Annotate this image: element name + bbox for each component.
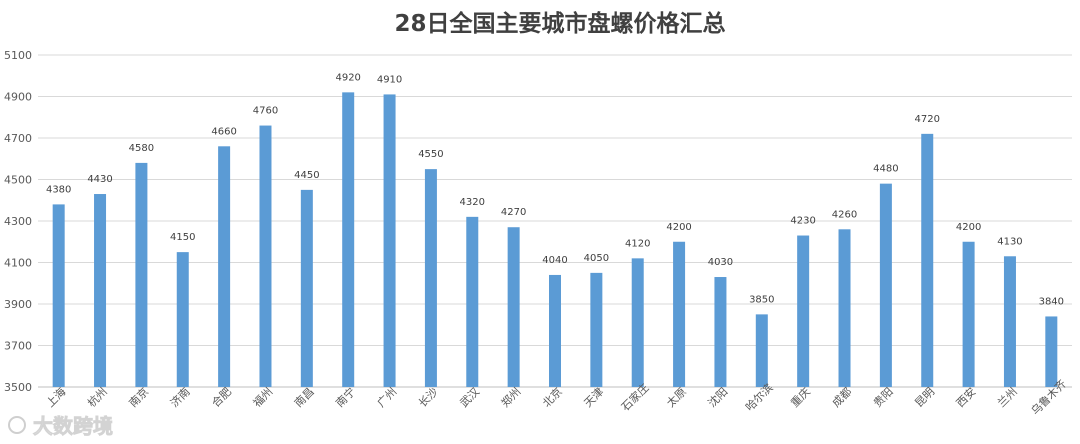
x-category-label: 广州 (375, 385, 400, 410)
y-axis-tick-labels: 3500 3700 3900 4100 4300 4500 4700 4900 5100 (4, 49, 32, 394)
bar (383, 94, 396, 388)
data-label: 4040 (542, 255, 567, 266)
data-label: 4050 (584, 253, 609, 264)
bar (797, 235, 810, 387)
x-category-label: 南宁 (333, 384, 358, 409)
watermark-text: 大数跨境 (33, 414, 113, 438)
x-category-label: 兰州 (995, 385, 1020, 410)
data-label: 4580 (129, 143, 154, 154)
x-category-label: 沈阳 (705, 384, 730, 409)
chart-title: 28日全国主要城市盘螺价格汇总 (394, 10, 725, 37)
bar (673, 241, 686, 387)
x-category-label: 合肥 (209, 384, 234, 409)
bar (549, 274, 561, 387)
bar (52, 204, 65, 387)
watermark-logo-icon (8, 416, 26, 434)
x-category-label: 成都 (830, 385, 855, 410)
x-category-label: 重庆 (788, 384, 813, 409)
y-tick-label: 3900 (4, 298, 32, 311)
data-label: 4270 (501, 207, 526, 218)
x-category-label: 济南 (167, 384, 192, 409)
x-category-label: 昆明 (912, 385, 937, 410)
watermark-logo: 大数跨境 (8, 414, 113, 438)
data-label: 4130 (997, 236, 1022, 247)
data-labels: 4380 4430 4580 4150 4660 4760 4450 4920 4910 4550… (46, 72, 1064, 307)
bar (342, 92, 355, 387)
data-label: 4550 (418, 149, 443, 160)
bar (1045, 316, 1058, 387)
data-label: 4430 (87, 174, 112, 185)
bar (466, 216, 479, 387)
y-tick-label: 5100 (4, 49, 32, 62)
bar (590, 272, 603, 387)
x-category-label: 贵阳 (871, 385, 896, 410)
bar (921, 133, 934, 387)
x-category-label: 长沙 (416, 385, 441, 410)
bar (176, 252, 189, 387)
y-tick-label: 4300 (4, 215, 32, 228)
data-label: 4200 (956, 222, 981, 233)
y-tick-label: 3500 (4, 381, 32, 394)
x-category-label: 郑州 (498, 384, 523, 409)
x-category-label: 天津 (582, 385, 607, 410)
bar (300, 189, 313, 387)
x-category-label: 杭州 (84, 384, 109, 409)
data-label: 4230 (790, 216, 815, 227)
x-category-label: 北京 (539, 384, 564, 409)
data-label: 4920 (335, 72, 360, 83)
gridlines (38, 54, 1072, 388)
data-label: 4120 (625, 238, 650, 249)
y-tick-label: 4100 (4, 257, 32, 270)
data-label: 4910 (377, 74, 402, 85)
data-label: 4720 (915, 114, 940, 125)
bar (507, 227, 520, 387)
data-label: 4200 (666, 222, 691, 233)
bar (135, 162, 148, 387)
bar (755, 314, 768, 387)
bar (259, 125, 272, 388)
bar (424, 169, 437, 387)
y-tick-label: 4900 (4, 91, 32, 104)
y-tick-label: 4500 (4, 174, 32, 187)
y-tick-label: 3700 (4, 340, 32, 353)
bar (714, 277, 727, 387)
bar (1003, 256, 1016, 387)
y-tick-label: 4700 (4, 132, 32, 145)
data-label: 4150 (170, 232, 195, 243)
x-category-label: 南昌 (292, 385, 317, 410)
data-label: 4450 (294, 170, 319, 181)
bar (962, 241, 975, 387)
data-label: 4480 (873, 164, 898, 175)
bars (52, 92, 1058, 388)
x-category-label: 西安 (953, 384, 978, 409)
data-label: 4660 (211, 126, 236, 137)
bar (218, 146, 231, 387)
x-category-label: 上海 (43, 384, 68, 409)
x-category-label: 武汉 (457, 385, 482, 410)
bar (94, 194, 107, 387)
data-label: 4320 (460, 197, 485, 208)
data-label: 3840 (1039, 296, 1064, 307)
x-category-label: 福州 (250, 384, 275, 409)
data-label: 3850 (749, 294, 774, 305)
data-label: 4760 (253, 106, 278, 117)
bar (631, 258, 644, 387)
data-label: 4380 (46, 184, 71, 195)
bar (838, 229, 851, 387)
data-label: 4030 (708, 257, 733, 268)
x-category-label: 南京 (126, 384, 151, 409)
data-label: 4260 (832, 209, 857, 220)
x-category-label: 太原 (664, 385, 689, 410)
bar (879, 183, 892, 387)
